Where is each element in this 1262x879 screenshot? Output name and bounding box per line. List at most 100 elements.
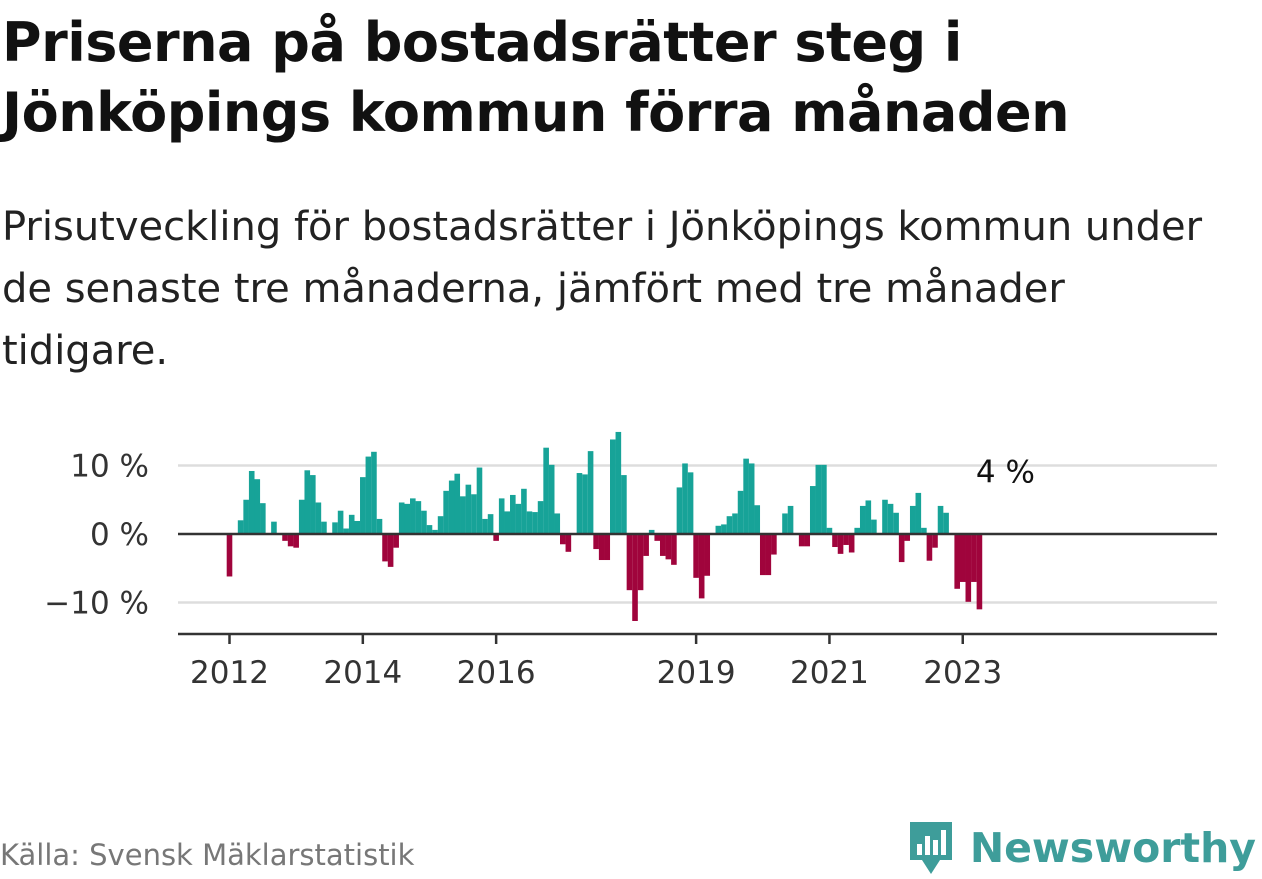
bar bbox=[321, 521, 327, 534]
axes bbox=[178, 532, 1217, 644]
bar bbox=[821, 464, 827, 534]
y-tick-label: 10 % bbox=[70, 449, 149, 485]
bar bbox=[765, 534, 772, 576]
bar bbox=[460, 496, 466, 534]
y-axis-labels: 10 % 0 % −10 % bbox=[44, 449, 149, 622]
bar bbox=[360, 477, 366, 534]
bar bbox=[293, 534, 299, 548]
bar bbox=[337, 510, 344, 534]
bar bbox=[532, 512, 538, 534]
bar bbox=[965, 534, 972, 602]
bar bbox=[865, 500, 872, 534]
bar bbox=[421, 510, 427, 534]
bar bbox=[826, 527, 833, 534]
bar bbox=[937, 505, 944, 534]
bar bbox=[248, 470, 255, 534]
bar bbox=[698, 534, 705, 599]
bar bbox=[426, 525, 433, 534]
bar bbox=[804, 534, 811, 547]
bar bbox=[665, 534, 672, 560]
bar bbox=[343, 528, 349, 534]
bar bbox=[587, 451, 594, 534]
bar bbox=[659, 534, 666, 556]
annotation: 4 % bbox=[976, 455, 1035, 491]
bar bbox=[837, 534, 844, 554]
bar bbox=[365, 456, 372, 534]
bar bbox=[743, 458, 749, 534]
bar bbox=[809, 486, 816, 534]
x-tick-label: 2019 bbox=[657, 655, 736, 691]
bar bbox=[610, 439, 616, 534]
bar bbox=[543, 447, 549, 534]
bar bbox=[237, 520, 244, 534]
chart-title: Priserna på bostadsrätter steg i Jönköpi… bbox=[2, 11, 1070, 144]
bar bbox=[510, 494, 516, 534]
bar bbox=[387, 534, 394, 567]
bar bbox=[976, 534, 983, 610]
bar bbox=[271, 521, 277, 534]
bar bbox=[487, 514, 494, 534]
latest-value-label: 4 % bbox=[976, 455, 1035, 491]
bar bbox=[871, 519, 877, 534]
source-note: Källa: Svensk Mäklarstatistik bbox=[0, 838, 415, 872]
bar bbox=[637, 534, 644, 591]
bar bbox=[404, 503, 411, 534]
x-tick-label: 2021 bbox=[790, 655, 869, 691]
bar bbox=[904, 534, 911, 541]
bar bbox=[815, 464, 822, 534]
bar bbox=[893, 512, 899, 534]
bar bbox=[226, 534, 233, 577]
bar bbox=[515, 503, 522, 534]
bar bbox=[682, 463, 688, 534]
bar bbox=[737, 490, 744, 534]
bar bbox=[354, 520, 361, 534]
bar bbox=[687, 472, 694, 534]
bar bbox=[832, 534, 838, 548]
bar bbox=[371, 451, 377, 534]
bar bbox=[254, 479, 261, 534]
x-tick-label: 2014 bbox=[323, 655, 402, 691]
bar bbox=[748, 463, 755, 534]
bar bbox=[537, 501, 544, 534]
bar bbox=[943, 512, 949, 534]
bar bbox=[476, 467, 483, 534]
y-tick-label: −10 % bbox=[44, 586, 149, 622]
bar bbox=[854, 527, 861, 534]
brand-logo: Newsworthy bbox=[906, 818, 1256, 878]
bar bbox=[598, 534, 605, 561]
bar bbox=[887, 503, 894, 534]
bar bbox=[260, 503, 266, 534]
bar bbox=[310, 475, 316, 534]
bar bbox=[782, 513, 788, 534]
bar bbox=[715, 525, 722, 534]
bar bbox=[615, 431, 622, 534]
bar bbox=[393, 534, 399, 548]
bar bbox=[654, 534, 661, 541]
bar bbox=[898, 534, 905, 563]
bar bbox=[582, 474, 588, 534]
x-tick-label: 2012 bbox=[190, 655, 269, 691]
bar bbox=[676, 487, 683, 534]
bar bbox=[754, 505, 761, 534]
y-tick-label: 0 % bbox=[90, 517, 149, 553]
bar bbox=[859, 505, 866, 534]
x-tick-label: 2016 bbox=[457, 655, 536, 691]
bar bbox=[632, 534, 638, 621]
bar bbox=[593, 534, 599, 550]
bar bbox=[926, 534, 933, 561]
bar bbox=[909, 505, 916, 534]
bar-chart-logo-icon bbox=[909, 822, 952, 874]
bar bbox=[498, 498, 505, 534]
bar bbox=[432, 529, 438, 534]
bar bbox=[348, 514, 355, 534]
bar bbox=[726, 516, 733, 534]
bar bbox=[332, 522, 338, 534]
bar bbox=[915, 492, 922, 534]
bar bbox=[415, 501, 422, 534]
x-axis-labels: 2012 2014 2016 2019 2021 2023 bbox=[190, 655, 1002, 691]
bar bbox=[471, 494, 477, 534]
bar bbox=[959, 534, 966, 582]
bar bbox=[954, 534, 960, 589]
bar bbox=[759, 534, 766, 576]
bar-chart: 10 % 0 % −10 % 2012 2014 2016 2019 2021 2023 4 … bbox=[44, 431, 1217, 691]
